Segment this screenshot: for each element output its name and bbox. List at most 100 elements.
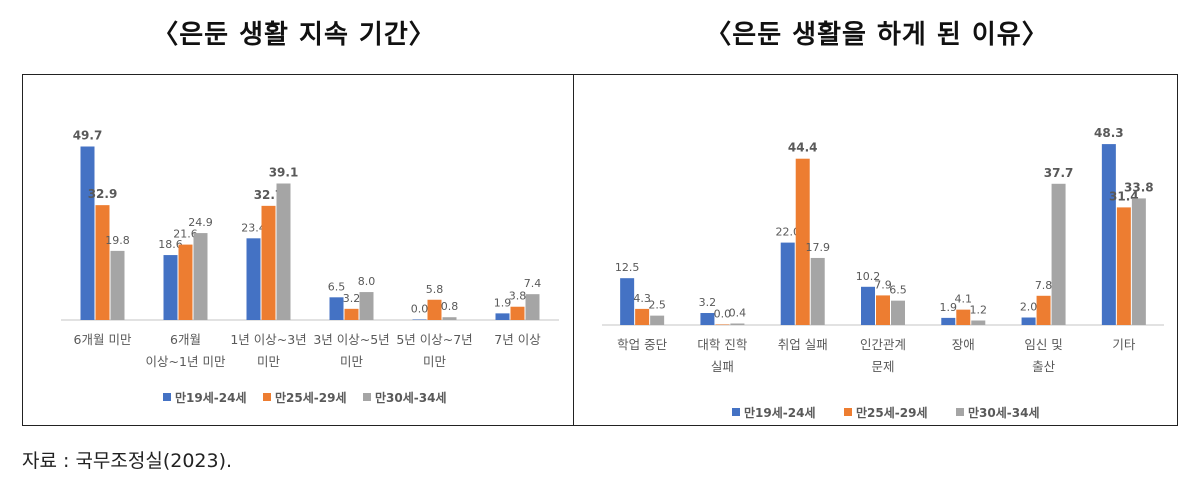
- x-tick-label-2-2: 이상~1년 미만: [146, 354, 226, 369]
- bar-3-3: [810, 257, 825, 325]
- x-tick-label-5-2: 미만: [423, 354, 447, 369]
- bar-3-1: [110, 250, 125, 320]
- bar-1-6: [495, 313, 510, 320]
- data-label-2-5: 5.8: [426, 283, 444, 296]
- data-label-2-5: 4.1: [955, 293, 973, 306]
- bar-2-5: [427, 299, 442, 320]
- bar-1-7: [1101, 144, 1116, 325]
- bar-1-1: [80, 146, 95, 320]
- chart-panel-reason: 12.5 4.3 2.5 학업 중단 3.2 0.0 0.4 대학 진학 실패 22.0 44.4 1…: [573, 74, 1178, 426]
- bar-3-5: [442, 317, 457, 320]
- data-label-2-2: 21.6: [173, 228, 198, 241]
- data-label-2-3: 44.4: [788, 141, 818, 155]
- data-label-1-4: 10.2: [856, 270, 881, 283]
- bar-2-2: [178, 244, 193, 320]
- bar-3-4: [359, 292, 374, 320]
- x-tick-label-5-1: 장애: [952, 337, 975, 352]
- bar-3-2: [730, 323, 745, 325]
- legend-label-3: 만30세-34세: [968, 405, 1040, 420]
- data-label-2-6: 3.8: [509, 290, 527, 303]
- data-label-3-7: 33.8: [1124, 180, 1154, 194]
- bar-1-1: [620, 278, 635, 325]
- bar-2-1: [95, 205, 110, 320]
- bar-2-4: [344, 308, 359, 320]
- x-tick-label-3-1: 1년 이상~3년: [230, 332, 306, 347]
- data-label-1-5: 0.0: [411, 303, 429, 316]
- x-tick-label-6-1: 7년 이상: [494, 332, 541, 347]
- bar-3-7: [1131, 198, 1146, 325]
- bar-1-4: [329, 297, 344, 320]
- legend-label-3: 만30세-34세: [375, 390, 447, 405]
- legend-swatch-2: [263, 393, 271, 401]
- data-label-3-2: 0.4: [729, 307, 747, 320]
- data-label-3-2: 24.9: [188, 216, 213, 229]
- legend-swatch-1: [163, 393, 171, 401]
- bar-3-3: [276, 183, 291, 320]
- data-label-3-1: 19.8: [105, 234, 130, 247]
- data-label-1-3: 23.4: [241, 221, 266, 234]
- data-label-1-6: 2.0: [1020, 301, 1038, 314]
- data-label-2-4: 7.9: [874, 278, 892, 291]
- legend-swatch-1: [732, 408, 740, 416]
- x-tick-label-6-1: 임신 및: [1024, 337, 1062, 352]
- data-label-3-4: 6.5: [889, 284, 907, 297]
- legend-label-2: 만25세-29세: [275, 390, 347, 405]
- data-label-3-6: 37.7: [1044, 166, 1074, 180]
- data-label-1-3: 22.0: [775, 226, 800, 239]
- bar-2-7: [1116, 207, 1131, 325]
- bar-3-2: [193, 233, 208, 320]
- data-label-3-1: 2.5: [648, 299, 666, 312]
- data-label-2-4: 3.2: [343, 292, 361, 305]
- legend-swatch-3: [956, 408, 964, 416]
- bar-1-4: [861, 286, 875, 325]
- data-label-2-1: 32.9: [88, 187, 118, 201]
- x-tick-label-4-2: 문제: [871, 359, 894, 374]
- bar-1-3: [780, 242, 795, 325]
- x-tick-label-7-1: 기타: [1112, 337, 1136, 352]
- bar-2-6: [510, 306, 525, 320]
- data-label-3-6: 7.4: [524, 277, 542, 290]
- x-tick-label-2-1: 6개월: [170, 332, 201, 347]
- legend-label-1: 만19세-24세: [744, 405, 816, 420]
- x-tick-label-4-1: 3년 이상~5년: [313, 332, 389, 347]
- data-label-2-1: 4.3: [633, 292, 651, 305]
- bar-2-3: [795, 158, 810, 325]
- data-label-2-7: 31.4: [1109, 189, 1139, 203]
- chart-title-duration: 〈은둔 생활 지속 기간〉: [152, 20, 436, 50]
- data-label-3-4: 8.0: [358, 275, 376, 288]
- data-label-1-7: 48.3: [1094, 126, 1124, 140]
- chart-panel-duration: 49.7 32.9 19.8 6개월 미만 18.6 21.6 24.9 6개월 이상~1년 미…: [22, 74, 574, 426]
- bar-1-5: [941, 317, 956, 325]
- data-label-3-3: 17.9: [805, 241, 830, 254]
- legend-label-1: 만19세-24세: [175, 390, 247, 405]
- data-label-2-3: 32.7: [254, 188, 284, 202]
- bar-2-1: [635, 308, 650, 325]
- data-label-1-1: 12.5: [615, 261, 640, 274]
- data-label-2-2: 0.0: [714, 308, 732, 321]
- chart-title-reason: 〈은둔 생활을 하게 된 이유〉: [705, 20, 1049, 50]
- data-label-3-5: 0.8: [441, 300, 459, 313]
- data-label-3-3: 39.1: [269, 166, 299, 180]
- bar-1-3: [246, 238, 261, 320]
- data-label-1-4: 6.5: [328, 280, 346, 293]
- data-label-3-5: 1.2: [970, 304, 988, 317]
- legend-swatch-3: [363, 393, 371, 401]
- bar-3-1: [650, 315, 665, 325]
- bar-1-2: [700, 313, 715, 325]
- x-tick-label-2-2: 실패: [711, 359, 734, 374]
- data-label-2-6: 7.8: [1035, 279, 1053, 292]
- bar-3-6: [1051, 183, 1066, 325]
- bar-3-4: [891, 300, 905, 325]
- bar-2-5: [956, 309, 971, 325]
- bar-2-6: [1036, 295, 1051, 325]
- source-note: 자료 : 국무조정실(2023).: [22, 450, 233, 472]
- bar-3-6: [525, 294, 540, 320]
- data-label-1-1: 49.7: [73, 129, 103, 143]
- bar-2-2: [715, 324, 730, 325]
- data-label-1-5: 1.9: [940, 301, 958, 314]
- x-tick-label-1-1: 학업 중단: [617, 337, 667, 352]
- bar-1-2: [163, 255, 178, 320]
- x-tick-label-5-1: 5년 이상~7년: [396, 332, 472, 347]
